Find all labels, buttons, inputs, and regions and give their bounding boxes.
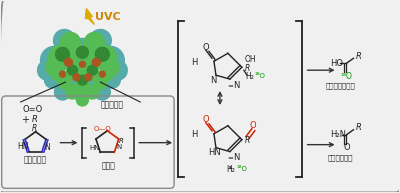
Circle shape xyxy=(85,74,92,81)
Text: N: N xyxy=(210,76,216,85)
Circle shape xyxy=(107,60,127,80)
Text: アスパラギン酸: アスパラギン酸 xyxy=(326,83,355,89)
Circle shape xyxy=(89,30,111,51)
Text: N: N xyxy=(116,144,122,150)
Circle shape xyxy=(60,32,80,52)
Circle shape xyxy=(56,47,70,61)
Circle shape xyxy=(87,65,97,75)
Circle shape xyxy=(62,71,80,89)
Text: H: H xyxy=(191,58,197,67)
Text: O—O: O—O xyxy=(94,126,111,132)
Circle shape xyxy=(73,74,80,81)
Circle shape xyxy=(38,60,58,80)
Text: R: R xyxy=(119,138,124,144)
Circle shape xyxy=(85,85,99,99)
Circle shape xyxy=(68,65,78,75)
Text: R: R xyxy=(245,136,250,145)
Text: H: H xyxy=(191,130,197,139)
Text: =: = xyxy=(227,156,233,162)
Circle shape xyxy=(92,45,116,69)
Circle shape xyxy=(93,75,107,89)
Text: H₂N: H₂N xyxy=(330,130,346,139)
Circle shape xyxy=(80,61,85,67)
Circle shape xyxy=(46,58,64,76)
Circle shape xyxy=(96,46,124,74)
Text: =: = xyxy=(227,83,233,89)
Circle shape xyxy=(58,75,72,89)
Text: HN: HN xyxy=(208,148,221,157)
Circle shape xyxy=(76,89,89,103)
Circle shape xyxy=(85,71,103,89)
Circle shape xyxy=(99,71,105,77)
Text: O: O xyxy=(203,43,209,52)
Text: 抗体医薬品: 抗体医薬品 xyxy=(101,100,124,109)
Circle shape xyxy=(66,54,82,70)
Text: +: + xyxy=(21,115,29,125)
Circle shape xyxy=(84,32,104,52)
Circle shape xyxy=(40,46,68,74)
Circle shape xyxy=(76,94,88,106)
Circle shape xyxy=(78,75,87,85)
Circle shape xyxy=(74,38,91,56)
Text: HN: HN xyxy=(18,142,29,151)
Circle shape xyxy=(54,30,76,51)
Circle shape xyxy=(95,47,109,61)
Text: UVC: UVC xyxy=(95,12,121,22)
Circle shape xyxy=(66,64,82,80)
Circle shape xyxy=(101,58,119,76)
Text: OH: OH xyxy=(245,55,256,64)
Text: ヒスチジン: ヒスチジン xyxy=(24,155,47,164)
Text: ¹⁸O: ¹⁸O xyxy=(237,167,248,173)
Text: R: R xyxy=(32,115,38,124)
Text: H₂: H₂ xyxy=(245,72,254,81)
Circle shape xyxy=(66,85,80,99)
Circle shape xyxy=(48,45,72,69)
Circle shape xyxy=(94,84,110,100)
Text: O: O xyxy=(343,143,350,152)
Text: R: R xyxy=(32,124,37,133)
Text: アスパラギン: アスパラギン xyxy=(328,154,353,161)
Circle shape xyxy=(64,58,72,66)
Polygon shape xyxy=(85,9,94,25)
Text: 中間体: 中間体 xyxy=(101,161,115,170)
Circle shape xyxy=(72,46,93,68)
Text: O=O: O=O xyxy=(22,105,43,114)
Circle shape xyxy=(76,46,88,58)
Circle shape xyxy=(99,67,113,81)
Circle shape xyxy=(82,64,98,80)
Text: HO: HO xyxy=(330,59,344,68)
Text: R: R xyxy=(356,123,361,132)
Text: N: N xyxy=(44,143,50,152)
Circle shape xyxy=(54,84,70,100)
Text: O: O xyxy=(250,121,256,130)
Text: H₂: H₂ xyxy=(226,165,235,174)
Text: N: N xyxy=(233,81,239,90)
Circle shape xyxy=(74,79,90,95)
Text: ¹⁸O: ¹⁸O xyxy=(255,73,266,79)
Circle shape xyxy=(52,67,66,81)
Text: N: N xyxy=(233,153,239,162)
Circle shape xyxy=(82,54,98,70)
Text: HN: HN xyxy=(89,145,100,151)
Circle shape xyxy=(104,72,120,88)
Text: R: R xyxy=(245,64,250,73)
Text: R: R xyxy=(356,52,361,61)
Text: O: O xyxy=(203,115,209,124)
Circle shape xyxy=(60,71,66,77)
Circle shape xyxy=(44,72,60,88)
Circle shape xyxy=(92,58,100,66)
Text: ¹⁸O: ¹⁸O xyxy=(340,72,352,81)
